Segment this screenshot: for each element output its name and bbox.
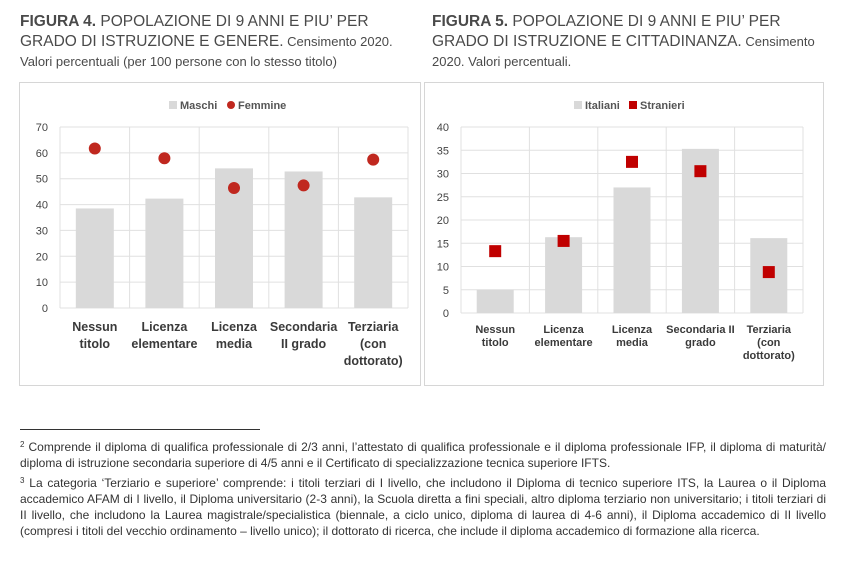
footnote-2: 2 Comprende il diploma di qualifica prof…	[20, 437, 826, 471]
fig5-legend-label-0: Italiani	[585, 100, 620, 112]
fig4-category-label-2-line-0: Licenza	[211, 320, 258, 334]
fig4-legend-swatch-1	[227, 101, 235, 109]
footnote-2-number: 2	[20, 440, 25, 449]
fig4-ytick-4: 40	[36, 200, 48, 212]
fig4-ytick-0: 0	[42, 303, 48, 315]
fig5-category-label-4-line-1: (con	[757, 337, 781, 349]
fig5-marker-3	[694, 165, 707, 178]
fig4-category-label-3-line-0: Secondaria	[270, 320, 338, 334]
footnotes: 2 Comprende il diploma di qualifica prof…	[20, 437, 826, 541]
footnote-2-text: Comprende il diploma di qualifica profes…	[20, 440, 826, 470]
fig5-category-label-0-line-0: Nessun	[475, 324, 515, 336]
fig4-legend-label-0: Maschi	[180, 100, 217, 112]
fig5-marker-2	[626, 155, 638, 168]
fig4-category-label-3: Secondaria II grado	[270, 320, 338, 351]
fig4-category-label-4-line-2: dottorato)	[344, 354, 403, 368]
fig5-ytick-8: 40	[437, 122, 449, 134]
fig5-ytick-5: 25	[437, 192, 449, 204]
fig5-ytick-1: 5	[443, 285, 449, 297]
fig5-bar-2	[613, 187, 651, 313]
figure4-title: FIGURA 4. POPOLAZIONE DI 9 ANNI E PIU’ P…	[20, 12, 412, 72]
fig5-category-label-3-line-1: grado	[685, 337, 716, 349]
fig4-bar-1	[145, 198, 184, 308]
fig5-bar-0	[476, 289, 514, 313]
fig4-category-label-1-line-0: Licenza	[141, 320, 188, 334]
fig4-marker-4	[367, 153, 380, 166]
figure5-heading: POPOLAZIONE DI 9 ANNI E PIU’ PER GRADO D…	[432, 13, 781, 50]
figure4-chart: 0 10 20 30 40 50 60 70 Nessun titolo Licenza elemen…	[19, 82, 421, 386]
fig5-marker-1	[557, 234, 570, 247]
fig5-category-label-4-line-0: Terziaria	[747, 324, 792, 336]
fig5-ytick-4: 20	[437, 215, 449, 227]
figure5-title-suffix: Censimento 2020. Valori percentuali.	[432, 34, 815, 69]
fig5-legend-swatch-1	[629, 101, 637, 109]
fig5-category-label-4: Terziaria (con dottorato)	[743, 324, 795, 362]
fig4-category-label-0-line-0: Nessun	[72, 320, 117, 334]
figure5-title: FIGURA 5. POPOLAZIONE DI 9 ANNI E PIU’ P…	[432, 12, 832, 72]
fig4-marker-0	[88, 142, 101, 155]
fig5-category-label-2-line-0: Licenza	[612, 324, 653, 336]
fig4-ytick-5: 50	[36, 174, 48, 186]
fig5-category-label-1-line-0: Licenza	[543, 324, 584, 336]
fig4-bar-0	[75, 208, 114, 308]
fig5-category-label-1: Licenza elementare	[535, 324, 593, 349]
footnote-3-number: 3	[20, 476, 25, 485]
figure5-chart: 0 5 10 15 20 25 30 35 40 Nessun titolo Licenza eleme…	[424, 82, 824, 386]
figure4-heading: POPOLAZIONE DI 9 ANNI E PIU’ PER GRADO D…	[20, 13, 369, 50]
figure4-label: FIGURA 4.	[20, 13, 97, 30]
fig4-marker-2	[228, 182, 240, 195]
figure4-chart-svg: 0 10 20 30 40 50 60 70 Nessun titolo Licenza elemen…	[36, 100, 409, 368]
footnote-divider	[20, 429, 260, 430]
figure4-subtitle: Valori percentuali (per 100 persone con …	[20, 54, 337, 69]
fig5-legend-swatch-0	[574, 101, 582, 109]
fig5-legend-label-1: Stranieri	[640, 100, 685, 112]
fig4-ytick-7: 70	[36, 122, 48, 134]
fig4-category-label-2: Licenza media	[211, 320, 258, 351]
fig4-ytick-3: 30	[36, 225, 48, 237]
fig4-marker-1	[158, 152, 171, 165]
footnote-3-text: La categoria ‘Terziario e superiore’ com…	[20, 476, 826, 538]
fig4-category-label-4-line-1: (con	[360, 337, 386, 351]
fig5-bar-1	[545, 237, 583, 313]
fig5-category-label-0: Nessun titolo	[475, 324, 515, 349]
fig5-marker-0	[489, 245, 502, 258]
fig5-ytick-0: 0	[443, 308, 449, 320]
fig5-ytick-3: 15	[437, 238, 449, 250]
figure5-label: FIGURA 5.	[432, 13, 509, 30]
fig5-category-label-4-line-2: dottorato)	[743, 350, 795, 362]
fig5-ytick-7: 35	[437, 145, 449, 157]
fig5-marker-4	[762, 266, 775, 279]
fig4-category-label-3-line-1: II grado	[281, 337, 327, 351]
fig4-marker-3	[297, 179, 310, 192]
fig4-category-label-2-line-1: media	[216, 337, 253, 351]
fig4-category-label-1: Licenza elementare	[131, 320, 197, 351]
footnote-3: 3 La categoria ‘Terziario e superiore’ c…	[20, 473, 826, 539]
fig5-ytick-6: 30	[437, 169, 449, 181]
fig4-ytick-2: 20	[36, 251, 48, 263]
fig4-bar-3	[284, 171, 323, 308]
fig5-category-label-2-line-1: media	[616, 337, 649, 349]
fig5-category-label-2: Licenza media	[612, 324, 653, 349]
fig5-category-label-0-line-1: titolo	[482, 337, 509, 349]
fig5-category-label-1-line-1: elementare	[535, 337, 593, 349]
fig4-category-label-0-line-1: titolo	[80, 337, 111, 351]
fig4-bar-4	[354, 197, 393, 308]
fig4-category-label-4: Terziaria (con dottorato)	[344, 320, 403, 368]
fig5-category-label-3: Secondaria II grado	[666, 324, 734, 349]
fig4-category-label-1-line-1: elementare	[131, 337, 197, 351]
fig4-ytick-1: 10	[36, 277, 48, 289]
fig5-category-label-3-line-0: Secondaria II	[666, 324, 734, 336]
figure4-title-suffix: Censimento 2020.	[283, 34, 393, 49]
fig4-category-label-4-line-0: Terziaria	[348, 320, 400, 334]
fig4-category-label-0: Nessun titolo	[72, 320, 117, 351]
fig4-ytick-6: 60	[36, 148, 48, 160]
fig5-ytick-2: 10	[437, 262, 449, 274]
fig4-legend-swatch-0	[169, 101, 177, 109]
fig4-legend-label-1: Femmine	[238, 100, 286, 112]
